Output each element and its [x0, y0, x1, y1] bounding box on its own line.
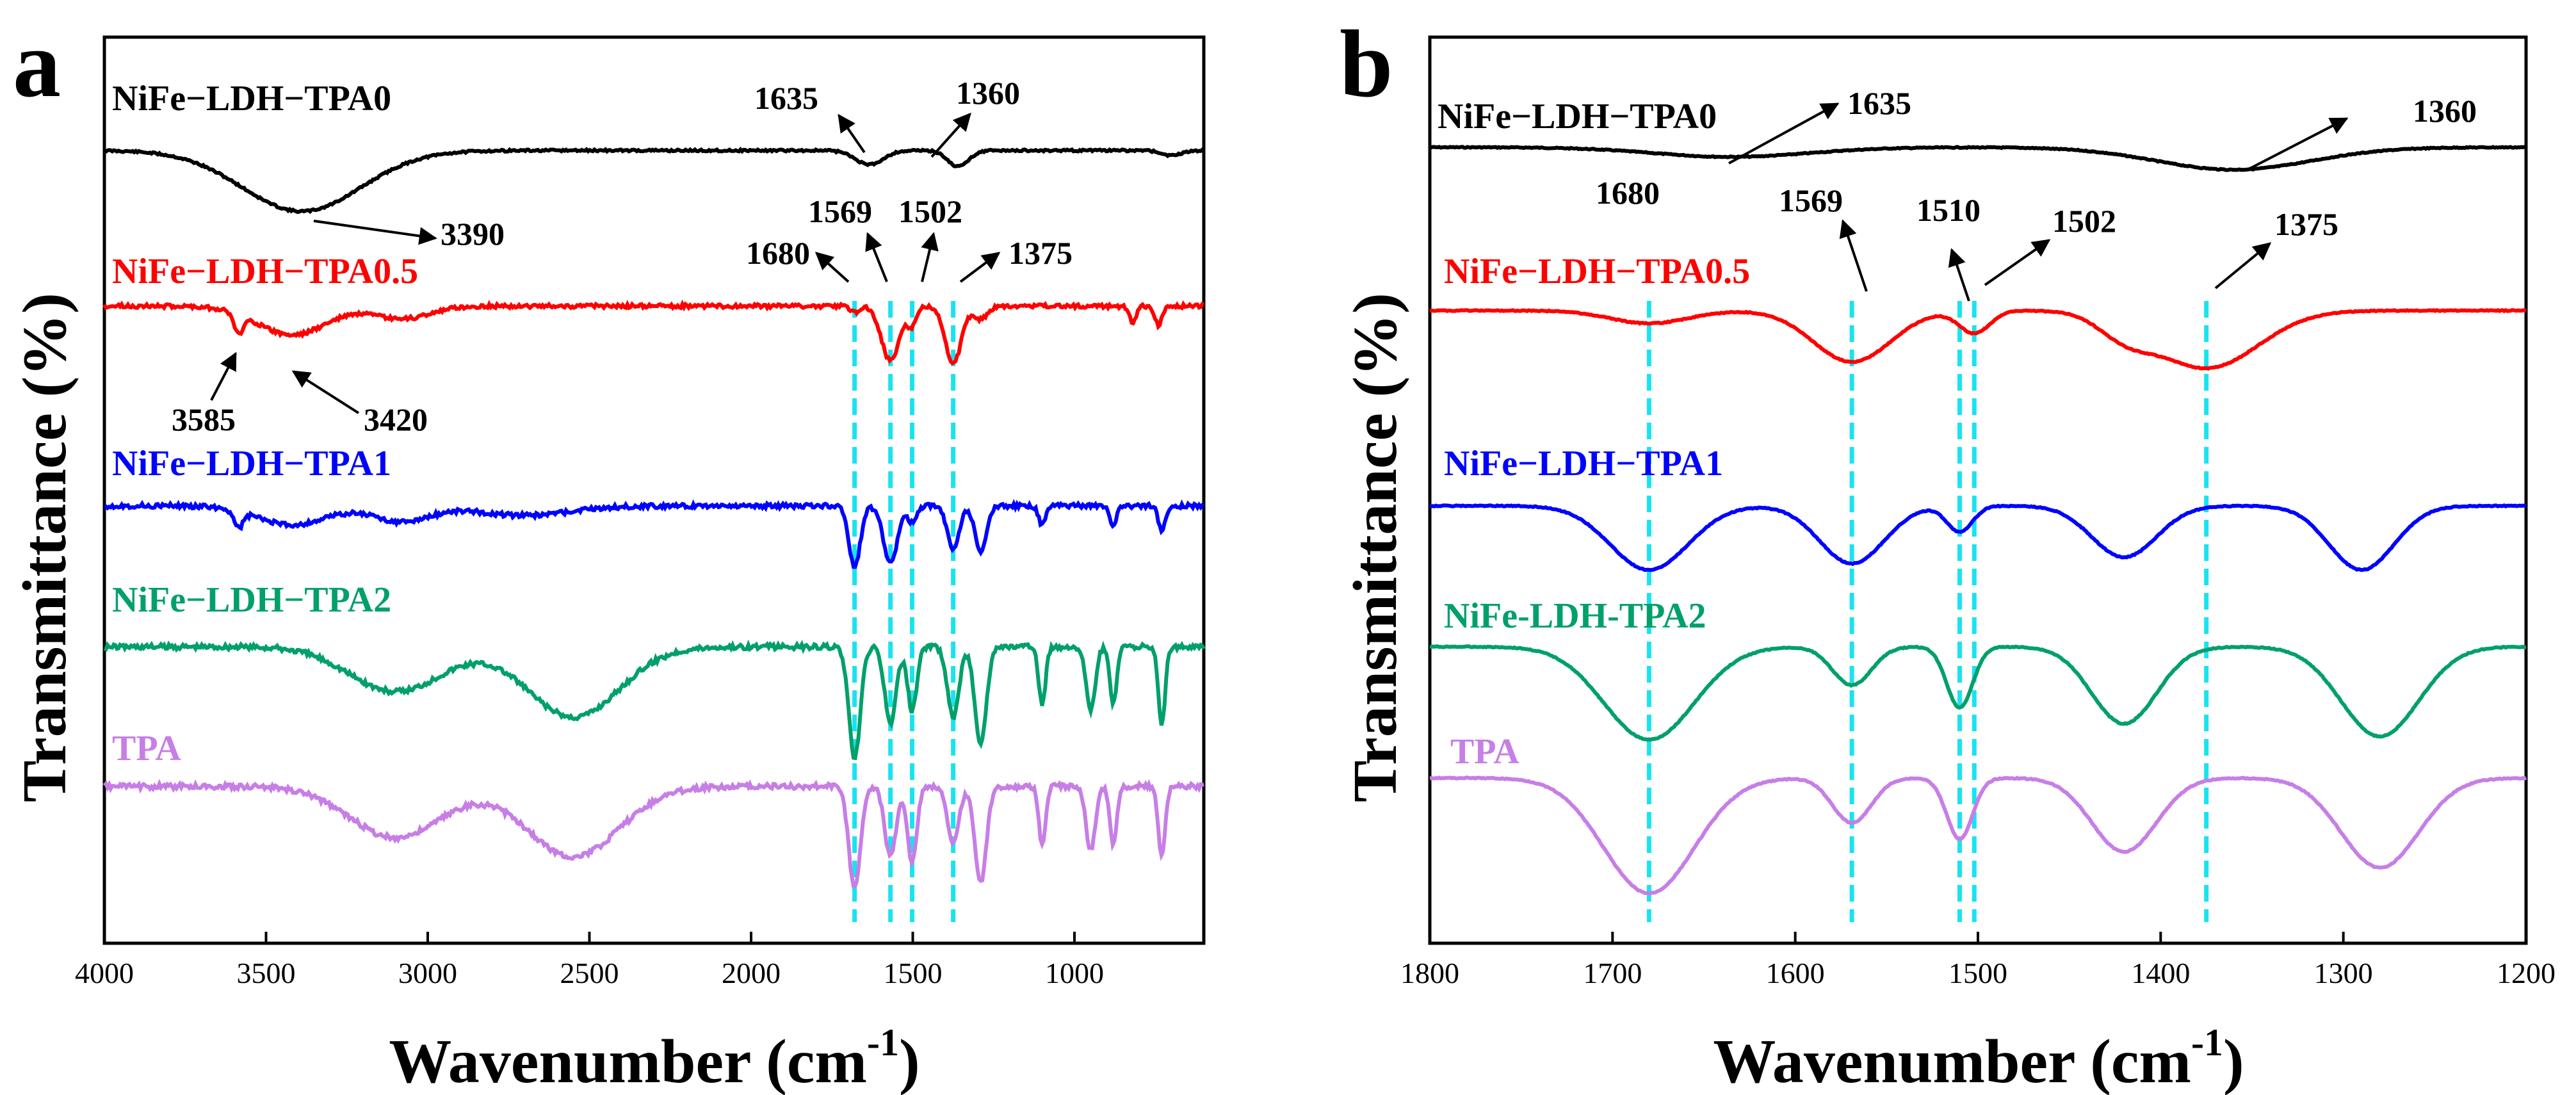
- panel-b-x-ticks: 1800 1700 1600 1500 1400 1300 1200: [1400, 932, 2556, 989]
- a-arrow-1502: [921, 232, 939, 282]
- spectrum-b-4: [1429, 775, 2527, 895]
- panel-a-x-axis-title: Wavenumber (cm-1): [389, 1021, 919, 1095]
- b-ann-1635: 1635: [1847, 85, 1911, 121]
- panel-b-spectra: [1429, 145, 2527, 895]
- a-arrow-1680: [814, 252, 850, 283]
- spectrum-a-4: [102, 779, 1204, 889]
- b-ann-1502: 1502: [2052, 203, 2116, 239]
- b-label-tpa2: NiFe-LDH-TPA2: [1444, 596, 1706, 636]
- b-ann-1680: 1680: [1596, 175, 1660, 211]
- x-tick-label: 2000: [722, 957, 781, 989]
- b-ann-1360: 1360: [2413, 93, 2477, 129]
- a-arrow-1375: [959, 252, 1001, 283]
- a-arrow-1635: [838, 113, 866, 154]
- a-ann-3390: 3390: [441, 216, 505, 252]
- panel-b-plot-frame: [1428, 35, 2528, 945]
- x-tick-label: 1000: [1045, 957, 1104, 989]
- b-label-tpa1: NiFe−LDH−TPA1: [1444, 444, 1723, 483]
- panel-b-x-axis-title: Wavenumber (cm-1): [1713, 1021, 2244, 1095]
- b-ann-1375: 1375: [2274, 206, 2338, 242]
- panel-b-y-axis-title: Transmittance (%): [1341, 293, 1410, 802]
- panel-a-spectra: [102, 147, 1206, 889]
- a-ann-1502: 1502: [898, 193, 962, 229]
- a-label-tpa: TPA: [112, 729, 181, 768]
- spectrum-a-0: [104, 147, 1206, 215]
- a-ann-3420: 3420: [364, 402, 428, 437]
- x-tick-label: 1600: [1766, 957, 1825, 989]
- b-arrow-1510: [1948, 248, 1970, 302]
- panel-b-annotations: 1635 1360 1680 1569 1510 1502 1375: [1596, 85, 2477, 302]
- x-tick-label: 1500: [884, 957, 943, 989]
- x-tick-label: 1800: [1400, 957, 1459, 989]
- b-arrow-1635: [1728, 102, 1840, 165]
- a-label-tpa05: NiFe−LDH−TPA0.5: [112, 252, 418, 291]
- x-tick-label: 1300: [2314, 957, 2373, 989]
- spectrum-a-3: [103, 639, 1206, 761]
- x-tick-label: 1700: [1583, 957, 1642, 989]
- spectrum-b-2: [1429, 503, 2527, 572]
- b-label-tpa05: NiFe−LDH−TPA0.5: [1444, 252, 1750, 291]
- a-ann-1569: 1569: [808, 193, 872, 229]
- a-label-tpa1: NiFe−LDH−TPA1: [112, 444, 391, 483]
- panel-a: a Transmittance (%) 4000 3500 3000 2500 2000…: [10, 11, 1206, 1095]
- a-ann-1635: 1635: [754, 80, 818, 116]
- b-label-tpa0: NiFe−LDH−TPA0: [1438, 97, 1717, 136]
- b-arrow-1502: [1984, 239, 2051, 286]
- panel-a-x-ticks: 4000 3500 3000 2500 2000 1500 1000: [75, 932, 1104, 989]
- b-ann-1510: 1510: [1916, 192, 1981, 228]
- panel-b-series-labels: NiFe−LDH−TPA0 NiFe−LDH−TPA0.5 NiFe−LDH−T…: [1438, 97, 1750, 772]
- a-label-tpa0: NiFe−LDH−TPA0: [112, 79, 391, 118]
- a-arrow-3585: [210, 352, 237, 401]
- b-arrow-1375: [2214, 242, 2272, 289]
- panel-a-y-axis-title: Transmittance (%): [10, 293, 79, 802]
- a-ann-3585: 3585: [172, 402, 236, 437]
- x-tick-label: 1400: [2131, 957, 2190, 989]
- a-ann-1680: 1680: [746, 235, 810, 271]
- panel-b-guide-lines: [1646, 301, 2209, 922]
- x-tick-label: 1500: [1948, 957, 2007, 989]
- a-arrow-1360: [930, 112, 971, 158]
- panel-a-plot-frame: [102, 35, 1206, 945]
- panel-b-label: b: [1340, 11, 1393, 117]
- a-arrow-1569: [865, 232, 888, 282]
- a-arrow-3390: [313, 220, 437, 245]
- x-tick-label: 3500: [237, 957, 296, 989]
- spectrum-b-0: [1429, 145, 2527, 172]
- a-ann-1360: 1360: [956, 75, 1020, 111]
- a-ann-1375: 1375: [1009, 235, 1073, 271]
- panel-b: b Transmittance (%) 1800 1700 1600 1500 1400…: [1340, 11, 2556, 1095]
- spectrum-a-1: [102, 299, 1204, 366]
- x-tick-label: 2500: [560, 957, 619, 989]
- b-arrow-1569: [1839, 219, 1868, 292]
- panel-a-annotations: 1635 1360 3390 1680 1569 1502 1375 3585 …: [172, 75, 1073, 437]
- a-label-tpa2: NiFe−LDH−TPA2: [112, 580, 391, 620]
- panel-a-label: a: [13, 11, 61, 117]
- x-tick-label: 4000: [75, 957, 134, 989]
- b-arrow-1360: [2247, 117, 2349, 171]
- x-tick-label: 1200: [2497, 957, 2556, 989]
- b-ann-1569: 1569: [1779, 182, 1843, 218]
- spectrum-b-1: [1429, 307, 2527, 371]
- spectrum-b-3: [1429, 644, 2527, 742]
- a-arrow-3420: [291, 370, 360, 414]
- panel-a-series-labels: NiFe−LDH−TPA0 NiFe−LDH−TPA0.5 NiFe−LDH−T…: [112, 79, 418, 768]
- panel-a-guide-lines: [852, 301, 956, 922]
- b-label-tpa: TPA: [1450, 732, 1519, 772]
- spectrum-a-2: [104, 499, 1205, 569]
- x-tick-label: 3000: [398, 957, 457, 989]
